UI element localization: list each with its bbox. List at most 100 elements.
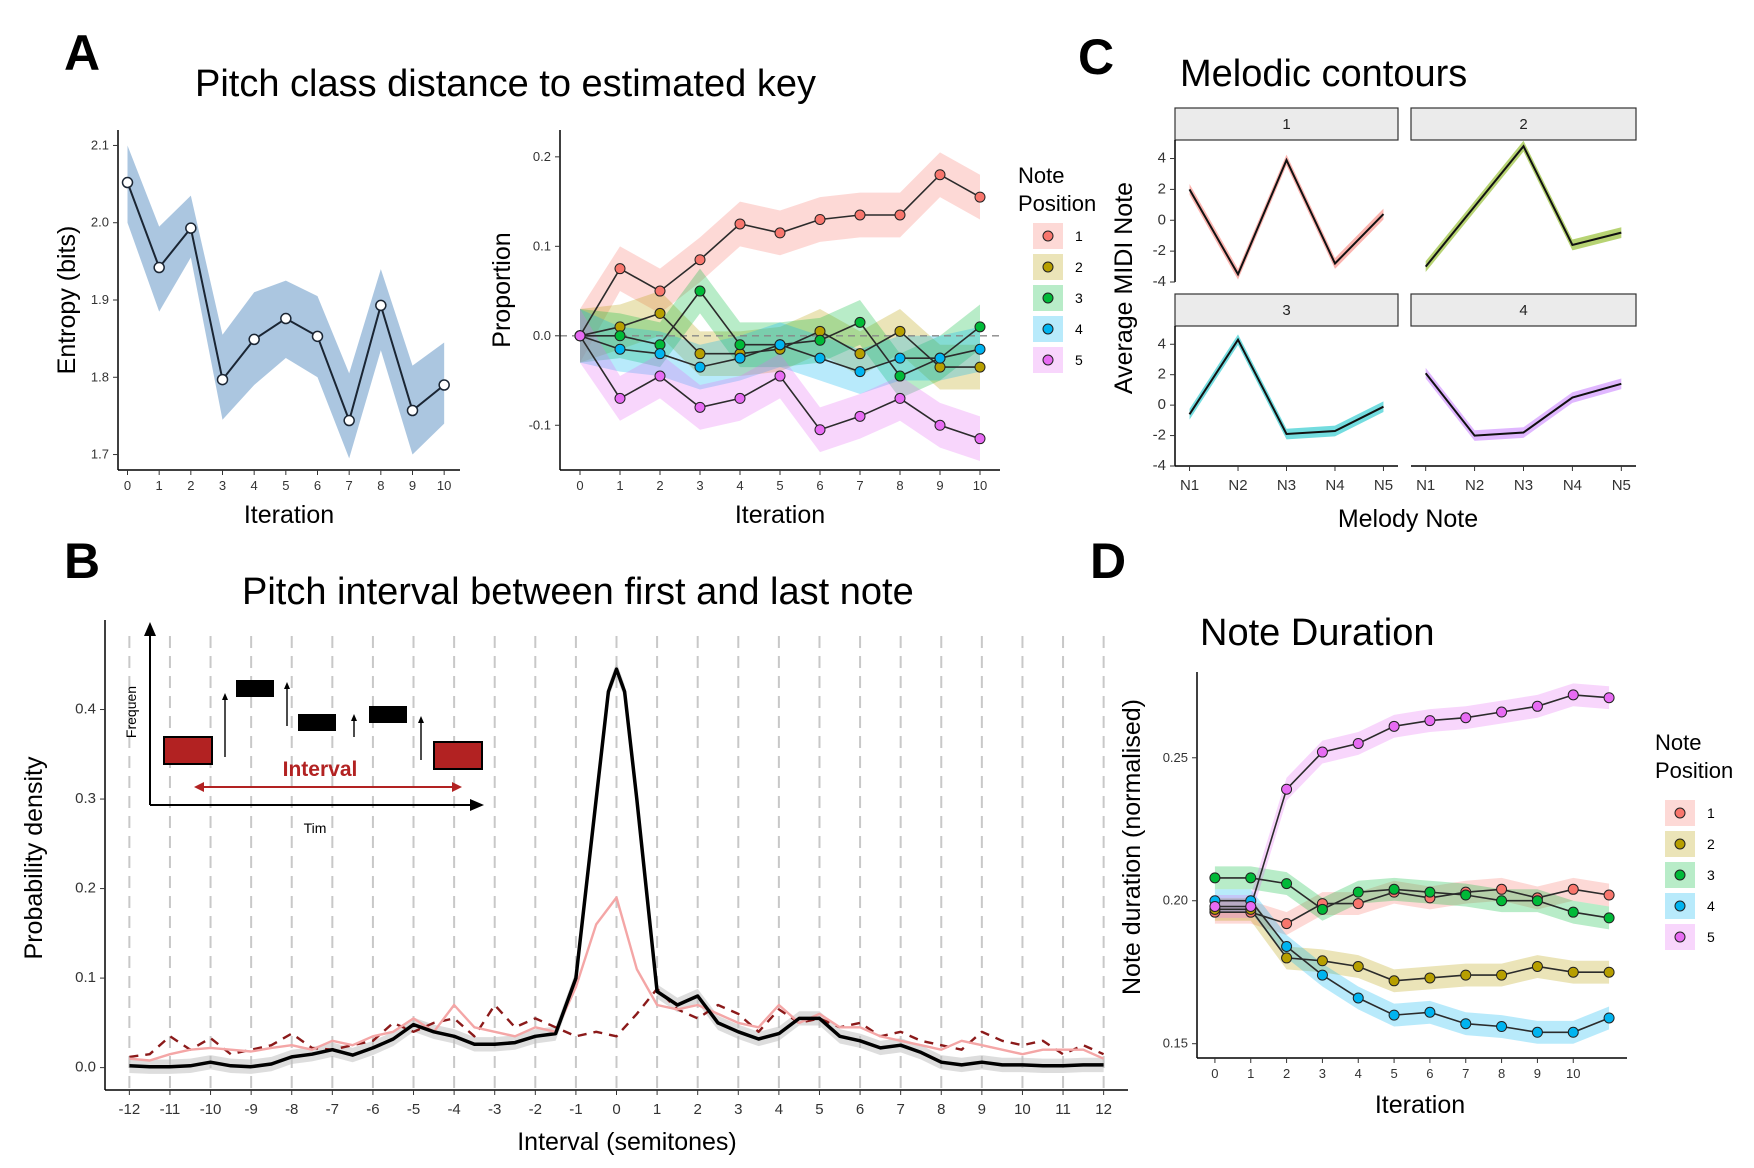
duration-legend-dot: [1674, 869, 1686, 881]
duration-point-4: [1281, 940, 1293, 952]
contour-ytick-label: 2: [1158, 366, 1166, 383]
proportion-point-5: [934, 419, 946, 431]
proportion-point-1: [654, 285, 666, 297]
proportion-xtick-label: 9: [936, 478, 943, 493]
proportion-point-2: [974, 361, 986, 373]
proportion-xtick-label: 1: [616, 478, 623, 493]
entropy-ylabel: Entropy (bits): [53, 226, 81, 375]
proportion-point-4: [854, 366, 866, 378]
contour-xtick-label: N2: [1228, 477, 1247, 494]
interval-xtick-label: 6: [856, 1101, 864, 1118]
proportion-point-5: [814, 424, 826, 436]
interval-ytick-label: 0.1: [75, 969, 96, 986]
duration-legend-label: 1: [1707, 805, 1715, 821]
contour-strip-3: [1174, 293, 1399, 327]
duration-point-5: [1209, 900, 1221, 912]
duration-point-4: [1460, 1018, 1472, 1030]
contour-ylabel: Average MIDI Note: [1110, 182, 1138, 394]
panel-letter-c: C: [1078, 29, 1114, 85]
proportion-point-3: [734, 339, 746, 351]
entropy-xtick-label: 4: [251, 478, 258, 493]
duration-point-5: [1281, 783, 1293, 795]
proportion-point-1: [934, 169, 946, 181]
duration-point-3: [1209, 872, 1221, 884]
proportion-point-4: [694, 361, 706, 373]
proportion-point-4: [894, 352, 906, 364]
duration-xtick-label: 7: [1462, 1066, 1469, 1081]
panel-letter-b: B: [64, 533, 100, 589]
duration-point-1: [1603, 889, 1615, 901]
entropy-ytick-label: 2.1: [91, 137, 109, 152]
interval-xtick-label: 11: [1055, 1101, 1071, 1118]
proportion-point-3: [854, 316, 866, 328]
proportion-legend-dot: [1042, 261, 1054, 273]
inset-step-arrowhead: [418, 716, 424, 723]
interval-xtick-label: -11: [160, 1101, 181, 1118]
interval-xtick-label: -1: [569, 1101, 582, 1118]
entropy-ytick-label: 1.9: [91, 292, 109, 307]
interval-xtick-label: 9: [978, 1101, 986, 1118]
duration-xtick-label: 4: [1355, 1066, 1362, 1081]
duration-xtick-label: 6: [1426, 1066, 1433, 1081]
proportion-legend-dot: [1042, 323, 1054, 335]
duration-point-3: [1281, 878, 1293, 890]
duration-legend-dot: [1674, 931, 1686, 943]
proportion-point-1: [614, 263, 626, 275]
duration-point-5: [1603, 692, 1615, 704]
entropy-point: [185, 222, 197, 234]
plots-layer: 0 1 2 3 4 5 6 7 8 9 101.71.81.92.02.1IterationEntr…: [20, 107, 1733, 1156]
entropy-ytick-label: 1.8: [91, 369, 109, 384]
interval-xtick-label: -7: [326, 1101, 339, 1118]
inset-interval-left-arrowhead: [194, 782, 204, 792]
interval-xlabel: Interval (semitones): [517, 1128, 737, 1156]
contour-xtick-label: N2: [1465, 477, 1484, 494]
duration-xtick-label: 10: [1566, 1066, 1580, 1081]
interval-xtick-label: -12: [119, 1101, 141, 1118]
duration-line-3: [1214, 877, 1610, 919]
duration-point-2: [1352, 961, 1364, 973]
contour-ytick-label: 2: [1158, 180, 1166, 197]
proportion-point-2: [854, 348, 866, 360]
interval-xtick-label: 4: [775, 1101, 783, 1118]
duration-point-3: [1567, 906, 1579, 918]
panel-letter-d: D: [1090, 533, 1126, 589]
proportion-ytick-label: -0.1: [529, 417, 551, 432]
entropy-xtick-label: 8: [377, 478, 384, 493]
interval-density-black: [129, 667, 1104, 1069]
duration-point-3: [1531, 895, 1543, 907]
contour-ytick-label: 0: [1158, 211, 1166, 228]
duration-legend-label: 4: [1707, 898, 1715, 914]
interval-xtick-label: 7: [896, 1101, 904, 1118]
contour-xtick-label: N1: [1180, 477, 1199, 494]
interval-xtick-label: 12: [1095, 1101, 1112, 1118]
contour-ytick-label: 4: [1158, 150, 1166, 167]
duration-point-3: [1603, 912, 1615, 924]
proportion-legend-dot: [1042, 230, 1054, 242]
duration-point-5: [1388, 720, 1400, 732]
duration-point-3: [1424, 886, 1436, 898]
entropy-point: [406, 404, 419, 417]
entropy-xtick-label: 9: [409, 478, 416, 493]
interval-xtick-label: -10: [200, 1101, 222, 1118]
proportion-point-3: [894, 370, 906, 382]
entropy-xtick-label: 0: [124, 478, 131, 493]
duration-point-3: [1460, 889, 1472, 901]
contour-xtick-label: N3: [1277, 477, 1296, 494]
proportion-point-5: [614, 392, 626, 404]
duration-ytick-label: 0.20: [1163, 893, 1188, 908]
proportion-legend-label: 5: [1075, 352, 1083, 368]
contour-xtick-label: N3: [1514, 477, 1533, 494]
inset-last-note: [433, 741, 483, 770]
proportion-ytick-label: 0.0: [533, 328, 551, 343]
proportion-point-2: [694, 348, 706, 360]
inset-step-arrowhead: [222, 693, 228, 700]
contour-strip-1: [1174, 107, 1399, 141]
duration-xlabel: Iteration: [1375, 1091, 1465, 1119]
contour-strip-label: 2: [1519, 116, 1527, 133]
proportion-point-4: [614, 343, 626, 355]
inset-interval-right-arrowhead: [452, 782, 462, 792]
proportion-point-5: [694, 401, 706, 413]
interval-ytick-label: 0.0: [75, 1059, 96, 1076]
proportion-point-5: [854, 410, 866, 422]
contour-line-2: [1424, 144, 1622, 268]
